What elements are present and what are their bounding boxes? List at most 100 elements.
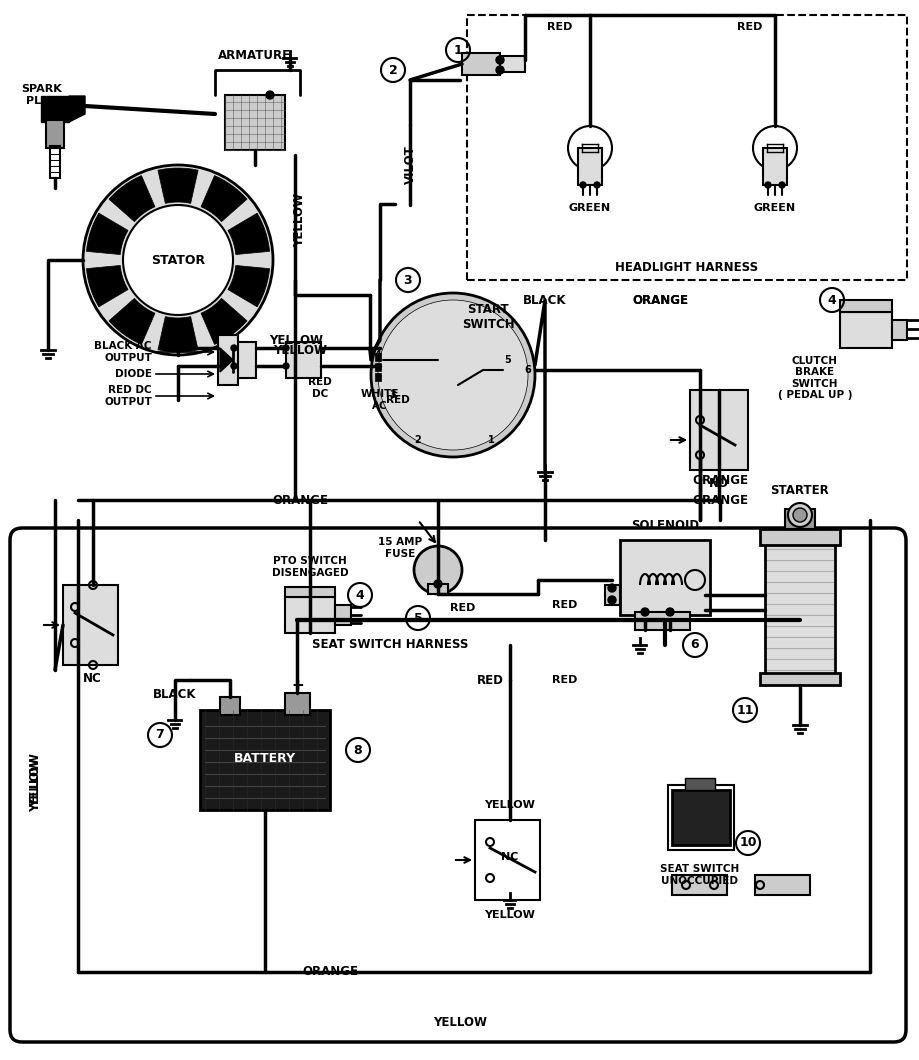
Bar [285, 693, 310, 716]
Text: YELLOW: YELLOW [268, 334, 323, 347]
Bar [285, 597, 335, 633]
Bar [759, 673, 839, 685]
Circle shape [778, 182, 784, 188]
Circle shape [607, 596, 616, 604]
Text: SEAT SWITCH
UNOCCUPIED: SEAT SWITCH UNOCCUPIED [660, 864, 739, 886]
Circle shape [495, 66, 504, 74]
Bar [427, 584, 448, 594]
Circle shape [792, 508, 806, 522]
Text: CLUTCH
BRAKE
SWITCH
( PEDAL UP ): CLUTCH BRAKE SWITCH ( PEDAL UP ) [777, 355, 851, 401]
Text: 8: 8 [353, 743, 362, 757]
Text: YELLOW: YELLOW [29, 753, 42, 807]
Bar [839, 300, 891, 312]
Bar [225, 95, 285, 151]
Text: ORANGE: ORANGE [272, 494, 328, 507]
Bar [41, 96, 69, 122]
Text: BLACK: BLACK [523, 294, 566, 306]
Text: ORANGE: ORANGE [691, 494, 747, 507]
Polygon shape [201, 298, 246, 344]
Bar [754, 874, 809, 895]
Text: 6: 6 [690, 638, 698, 652]
Text: NC: NC [501, 852, 518, 862]
Bar [62, 585, 118, 665]
Text: 7: 7 [155, 728, 165, 742]
Text: YELLOW: YELLOW [273, 343, 326, 356]
Text: 4: 4 [356, 588, 364, 601]
Text: BATTERY: BATTERY [233, 752, 296, 764]
Text: YELLOW: YELLOW [433, 1015, 486, 1028]
Bar [759, 529, 839, 545]
Text: YELLOW: YELLOW [293, 193, 306, 247]
Polygon shape [201, 176, 246, 222]
Polygon shape [86, 265, 128, 306]
Text: VILOT: VILOT [403, 145, 416, 184]
Circle shape [665, 608, 674, 616]
Text: ORANGE: ORANGE [631, 294, 687, 306]
Text: NO: NO [709, 477, 728, 490]
Bar [375, 363, 380, 371]
Polygon shape [228, 265, 269, 306]
Text: 5: 5 [505, 355, 511, 365]
Circle shape [579, 182, 585, 188]
Text: RED: RED [386, 395, 410, 405]
Circle shape [607, 584, 616, 591]
Text: 15 AMP
FUSE: 15 AMP FUSE [378, 537, 422, 559]
Bar [46, 120, 64, 148]
Circle shape [765, 182, 770, 188]
Text: STARTER: STARTER [770, 483, 828, 496]
Circle shape [231, 363, 237, 369]
Bar [685, 778, 714, 790]
Text: SOLENOID: SOLENOID [630, 518, 698, 531]
Text: 1: 1 [453, 43, 462, 56]
Bar [499, 56, 525, 72]
Polygon shape [220, 348, 233, 372]
Circle shape [283, 344, 289, 351]
Circle shape [788, 504, 811, 527]
Circle shape [370, 293, 535, 457]
Circle shape [414, 546, 461, 594]
Bar [335, 605, 351, 625]
Bar [784, 509, 814, 529]
Text: STATOR: STATOR [151, 253, 205, 266]
Bar [286, 342, 321, 378]
Text: GREEN: GREEN [753, 204, 795, 213]
Circle shape [83, 165, 273, 355]
Polygon shape [228, 213, 269, 254]
Circle shape [231, 344, 237, 351]
Text: ORANGE: ORANGE [631, 294, 687, 306]
Bar [220, 697, 240, 716]
Circle shape [594, 182, 599, 188]
Text: RED: RED [449, 603, 475, 613]
Bar [577, 148, 601, 185]
Polygon shape [158, 169, 198, 204]
Text: BLACK: BLACK [153, 689, 197, 702]
Bar [375, 353, 380, 361]
Bar [762, 148, 786, 185]
Circle shape [283, 363, 289, 369]
Polygon shape [69, 96, 85, 122]
Bar [461, 53, 499, 75]
Bar [50, 146, 60, 178]
Polygon shape [108, 298, 154, 344]
Polygon shape [108, 176, 154, 222]
Text: 6: 6 [524, 365, 531, 375]
Text: RED: RED [551, 600, 577, 609]
Text: WHITE
AC: WHITE AC [360, 389, 399, 411]
Text: PTO SWITCH
DISENGAGED: PTO SWITCH DISENGAGED [271, 556, 348, 578]
Text: GREEN: GREEN [568, 204, 610, 213]
Text: HEADLIGHT HARNESS: HEADLIGHT HARNESS [615, 261, 758, 273]
Bar [634, 612, 689, 630]
Text: 1: 1 [487, 435, 494, 445]
Bar [891, 320, 906, 340]
Bar [218, 335, 238, 385]
Bar [839, 312, 891, 348]
Text: ARMATURE: ARMATURE [218, 49, 291, 61]
Text: 4: 4 [827, 294, 835, 306]
Bar [199, 710, 330, 810]
Bar [467, 15, 906, 280]
Text: RED DC
OUTPUT: RED DC OUTPUT [104, 385, 152, 407]
Text: YELLOW: YELLOW [29, 758, 42, 812]
Text: YELLOW: YELLOW [484, 800, 535, 810]
Text: ORANGE: ORANGE [691, 474, 747, 487]
Bar [671, 790, 729, 845]
